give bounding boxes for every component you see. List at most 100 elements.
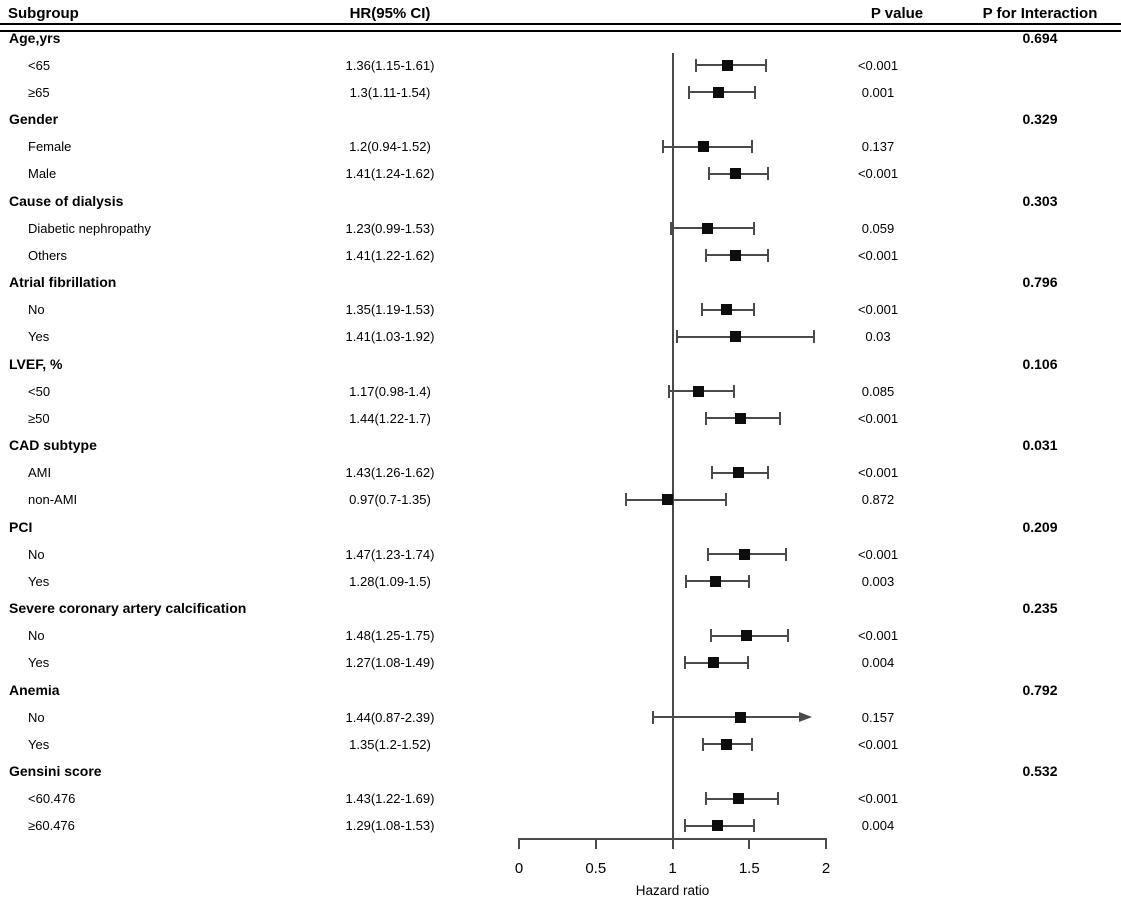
ci-cap-left (676, 330, 679, 344)
subgroup-label: Yes (28, 329, 50, 345)
group-label: Cause of dialysis (9, 192, 124, 209)
ci-bar (677, 335, 814, 338)
p-interaction-value: 0.329 (1022, 111, 1058, 127)
hr-ci-value: 0.97(0.7-1.35) (349, 492, 431, 508)
ci-cap-right (754, 85, 757, 99)
ci-arrowhead (799, 711, 812, 722)
group-label: Severe coronary artery calcification (9, 600, 247, 617)
subgroup-label: non-AMI (28, 492, 78, 508)
hr-marker (733, 467, 744, 479)
ci-cap-right (777, 792, 780, 806)
ci-cap-left (705, 792, 708, 806)
p-value: 0.001 (861, 84, 895, 100)
hr-ci-value: 1.27(1.08-1.49) (345, 655, 435, 671)
p-value: <0.001 (857, 302, 899, 318)
p-value: 0.003 (861, 573, 895, 589)
subgroup-label: No (28, 709, 45, 725)
subgroup-label: AMI (28, 465, 52, 481)
group-label: CAD subtype (9, 437, 97, 454)
hr-ci-value: 1.43(1.22-1.69) (345, 791, 435, 807)
ci-cap-right (746, 656, 749, 670)
header-rule-bottom (0, 30, 1121, 33)
ci-cap-right (785, 547, 788, 561)
ci-cap-right (748, 574, 751, 588)
group-label: Anemia (9, 681, 60, 698)
ci-cap-left (700, 303, 703, 317)
subgroup-label: No (28, 546, 45, 562)
group-label: LVEF, % (9, 355, 63, 372)
hr-marker (734, 711, 746, 723)
hr-ci-value: 1.36(1.15-1.61) (345, 57, 435, 73)
p-value: <0.001 (857, 791, 899, 807)
axis-tick-label: 1 (668, 860, 677, 877)
column-header-hr-ci: HR(95% CI) (349, 5, 431, 22)
hr-ci-value: 1.35(1.19-1.53) (345, 302, 435, 318)
p-value: <0.001 (857, 57, 899, 73)
p-value: 0.137 (861, 139, 895, 155)
subgroup-label: <50 (28, 383, 51, 399)
p-value: <0.001 (857, 546, 899, 562)
ci-cap-right (786, 629, 789, 643)
hr-marker (740, 630, 752, 642)
ci-cap-left (705, 411, 708, 425)
p-interaction-value: 0.303 (1022, 192, 1058, 209)
subgroup-label: ≥65 (28, 84, 50, 100)
p-value: <0.001 (857, 410, 899, 426)
hr-ci-value: 1.17(0.98-1.4) (349, 383, 431, 399)
p-value: 0.059 (861, 220, 895, 236)
subgroup-label: ≥50 (28, 410, 50, 426)
subgroup-label: <60.476 (28, 791, 76, 807)
hr-marker (711, 820, 723, 832)
subgroup-label: Yes (28, 736, 50, 752)
ci-cap-right (765, 58, 768, 72)
subgroup-label: No (28, 628, 45, 644)
hr-marker (734, 412, 746, 424)
hr-marker (739, 548, 751, 560)
axis-tick-label: 0.5 (585, 860, 607, 877)
hr-ci-value: 1.35(1.2-1.52) (349, 736, 431, 752)
hr-marker (729, 331, 741, 343)
axis-tick (671, 838, 674, 849)
x-axis-title: Hazard ratio (635, 883, 710, 898)
ci-cap-right (752, 819, 755, 833)
ci-cap-right (766, 167, 769, 181)
ci-cap-left (662, 140, 665, 154)
reference-line (671, 53, 674, 838)
subgroup-label: ≥60.476 (28, 818, 75, 834)
axis-tick (825, 838, 827, 849)
hr-marker (722, 59, 734, 71)
hr-marker (720, 304, 732, 316)
ci-cap-right (752, 303, 755, 317)
hr-ci-value: 1.48(1.25-1.75) (345, 628, 435, 644)
ci-cap-right (751, 140, 754, 154)
hr-ci-value: 1.3(1.11-1.54) (349, 84, 431, 100)
ci-cap-right (732, 384, 735, 398)
ci-cap-left (668, 384, 671, 398)
hr-ci-value: 1.44(0.87-2.39) (345, 709, 435, 725)
p-interaction-value: 0.532 (1022, 763, 1058, 780)
ci-cap-left (625, 493, 628, 507)
group-label: PCI (9, 518, 33, 535)
subgroup-label: <65 (28, 57, 51, 73)
hr-marker (720, 738, 732, 750)
ci-cap-left (709, 629, 712, 643)
p-interaction-value: 0.792 (1022, 681, 1058, 698)
ci-cap-left (688, 85, 691, 99)
subgroup-label: Female (28, 139, 72, 155)
p-value: <0.001 (857, 628, 899, 644)
hr-ci-value: 1.43(1.26-1.62) (345, 465, 435, 481)
ci-cap-left (669, 221, 672, 235)
p-interaction-value: 0.694 (1022, 29, 1058, 46)
subgroup-label: Yes (28, 655, 50, 671)
p-value: 0.004 (861, 655, 895, 671)
hr-ci-value: 1.23(0.99-1.53) (345, 220, 435, 236)
p-interaction-value: 0.031 (1022, 437, 1058, 454)
axis-tick-label: 1.5 (738, 860, 760, 877)
group-label: Gensini score (9, 763, 102, 780)
ci-cap-right (778, 411, 781, 425)
p-value: 0.03 (865, 329, 891, 345)
p-value: 0.157 (861, 709, 895, 725)
ci-cap-right (766, 248, 769, 262)
column-header-subgroup: Subgroup (8, 5, 79, 22)
